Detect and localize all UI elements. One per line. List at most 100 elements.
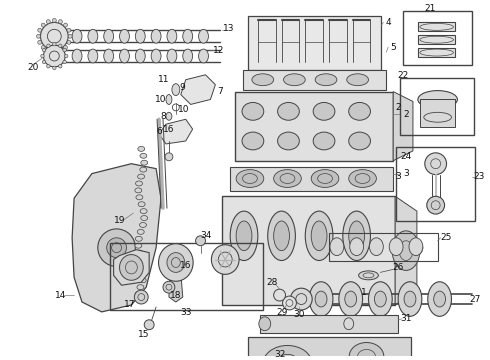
Ellipse shape bbox=[135, 236, 142, 241]
Polygon shape bbox=[395, 196, 417, 305]
Polygon shape bbox=[393, 91, 413, 161]
Text: 31: 31 bbox=[400, 314, 412, 323]
Ellipse shape bbox=[165, 153, 173, 161]
Polygon shape bbox=[181, 75, 216, 104]
Ellipse shape bbox=[139, 257, 146, 262]
Ellipse shape bbox=[63, 48, 66, 52]
Ellipse shape bbox=[138, 174, 145, 179]
Text: 18: 18 bbox=[170, 291, 182, 300]
Ellipse shape bbox=[72, 49, 82, 63]
Ellipse shape bbox=[88, 30, 98, 43]
Ellipse shape bbox=[141, 160, 147, 165]
Ellipse shape bbox=[38, 28, 42, 32]
Ellipse shape bbox=[284, 74, 305, 86]
Ellipse shape bbox=[68, 34, 72, 38]
Ellipse shape bbox=[369, 238, 383, 256]
Bar bbox=[396, 147, 475, 221]
Polygon shape bbox=[159, 119, 193, 144]
Ellipse shape bbox=[349, 103, 370, 120]
Ellipse shape bbox=[347, 74, 368, 86]
Bar bbox=[418, 48, 455, 57]
Text: 17: 17 bbox=[123, 301, 135, 310]
Text: 2: 2 bbox=[403, 110, 409, 119]
Bar bbox=[400, 78, 474, 135]
Ellipse shape bbox=[268, 211, 295, 261]
Ellipse shape bbox=[345, 291, 357, 307]
Bar bbox=[248, 15, 381, 70]
Text: 24: 24 bbox=[400, 152, 412, 161]
Ellipse shape bbox=[47, 49, 50, 53]
Text: 4: 4 bbox=[386, 18, 391, 27]
Bar bbox=[222, 196, 395, 305]
Bar bbox=[230, 167, 393, 192]
Ellipse shape bbox=[291, 288, 312, 310]
Ellipse shape bbox=[137, 285, 144, 290]
Ellipse shape bbox=[58, 49, 62, 53]
Ellipse shape bbox=[138, 202, 145, 207]
Ellipse shape bbox=[404, 291, 416, 307]
Text: 20: 20 bbox=[27, 63, 38, 72]
Bar bbox=[260, 315, 398, 333]
Ellipse shape bbox=[374, 291, 386, 307]
Text: 1: 1 bbox=[361, 288, 367, 297]
Ellipse shape bbox=[183, 30, 193, 43]
Ellipse shape bbox=[140, 209, 147, 213]
Ellipse shape bbox=[140, 222, 147, 228]
Text: 15: 15 bbox=[138, 330, 149, 339]
Ellipse shape bbox=[236, 170, 264, 188]
Ellipse shape bbox=[107, 238, 126, 257]
Ellipse shape bbox=[278, 103, 299, 120]
Ellipse shape bbox=[104, 30, 114, 43]
Ellipse shape bbox=[159, 244, 193, 281]
Ellipse shape bbox=[58, 44, 62, 48]
Ellipse shape bbox=[140, 153, 147, 158]
Ellipse shape bbox=[311, 170, 339, 188]
Bar bbox=[418, 22, 455, 31]
Text: 14: 14 bbox=[54, 291, 66, 300]
Ellipse shape bbox=[349, 132, 370, 150]
Ellipse shape bbox=[263, 346, 312, 360]
Ellipse shape bbox=[252, 74, 273, 86]
Ellipse shape bbox=[273, 289, 286, 301]
Ellipse shape bbox=[136, 181, 143, 186]
Ellipse shape bbox=[368, 282, 392, 316]
Ellipse shape bbox=[52, 42, 56, 46]
Ellipse shape bbox=[392, 231, 420, 270]
Ellipse shape bbox=[409, 238, 423, 256]
Ellipse shape bbox=[196, 236, 205, 246]
Ellipse shape bbox=[425, 153, 446, 175]
Ellipse shape bbox=[72, 30, 82, 43]
Ellipse shape bbox=[163, 281, 175, 293]
Ellipse shape bbox=[136, 250, 143, 255]
Ellipse shape bbox=[236, 221, 252, 251]
Ellipse shape bbox=[134, 290, 148, 304]
Ellipse shape bbox=[42, 48, 46, 52]
Ellipse shape bbox=[58, 20, 62, 24]
Ellipse shape bbox=[98, 229, 135, 266]
Ellipse shape bbox=[144, 320, 154, 330]
Ellipse shape bbox=[140, 167, 147, 172]
Ellipse shape bbox=[167, 253, 185, 273]
Ellipse shape bbox=[88, 49, 98, 63]
Ellipse shape bbox=[427, 196, 444, 214]
Ellipse shape bbox=[137, 229, 144, 234]
Ellipse shape bbox=[198, 49, 208, 63]
Text: 6: 6 bbox=[156, 127, 162, 136]
Ellipse shape bbox=[389, 238, 403, 256]
Text: 7: 7 bbox=[218, 87, 223, 96]
Ellipse shape bbox=[41, 54, 44, 58]
Text: 3: 3 bbox=[395, 172, 401, 181]
Text: 22: 22 bbox=[397, 71, 409, 80]
Text: 28: 28 bbox=[266, 278, 277, 287]
Ellipse shape bbox=[135, 49, 145, 63]
Ellipse shape bbox=[315, 74, 337, 86]
Ellipse shape bbox=[136, 195, 143, 200]
Ellipse shape bbox=[64, 45, 68, 49]
Text: 13: 13 bbox=[222, 24, 234, 33]
Text: 26: 26 bbox=[392, 263, 404, 272]
Ellipse shape bbox=[64, 23, 68, 27]
Ellipse shape bbox=[47, 64, 50, 68]
Ellipse shape bbox=[167, 49, 177, 63]
Ellipse shape bbox=[135, 188, 142, 193]
Ellipse shape bbox=[349, 170, 376, 188]
